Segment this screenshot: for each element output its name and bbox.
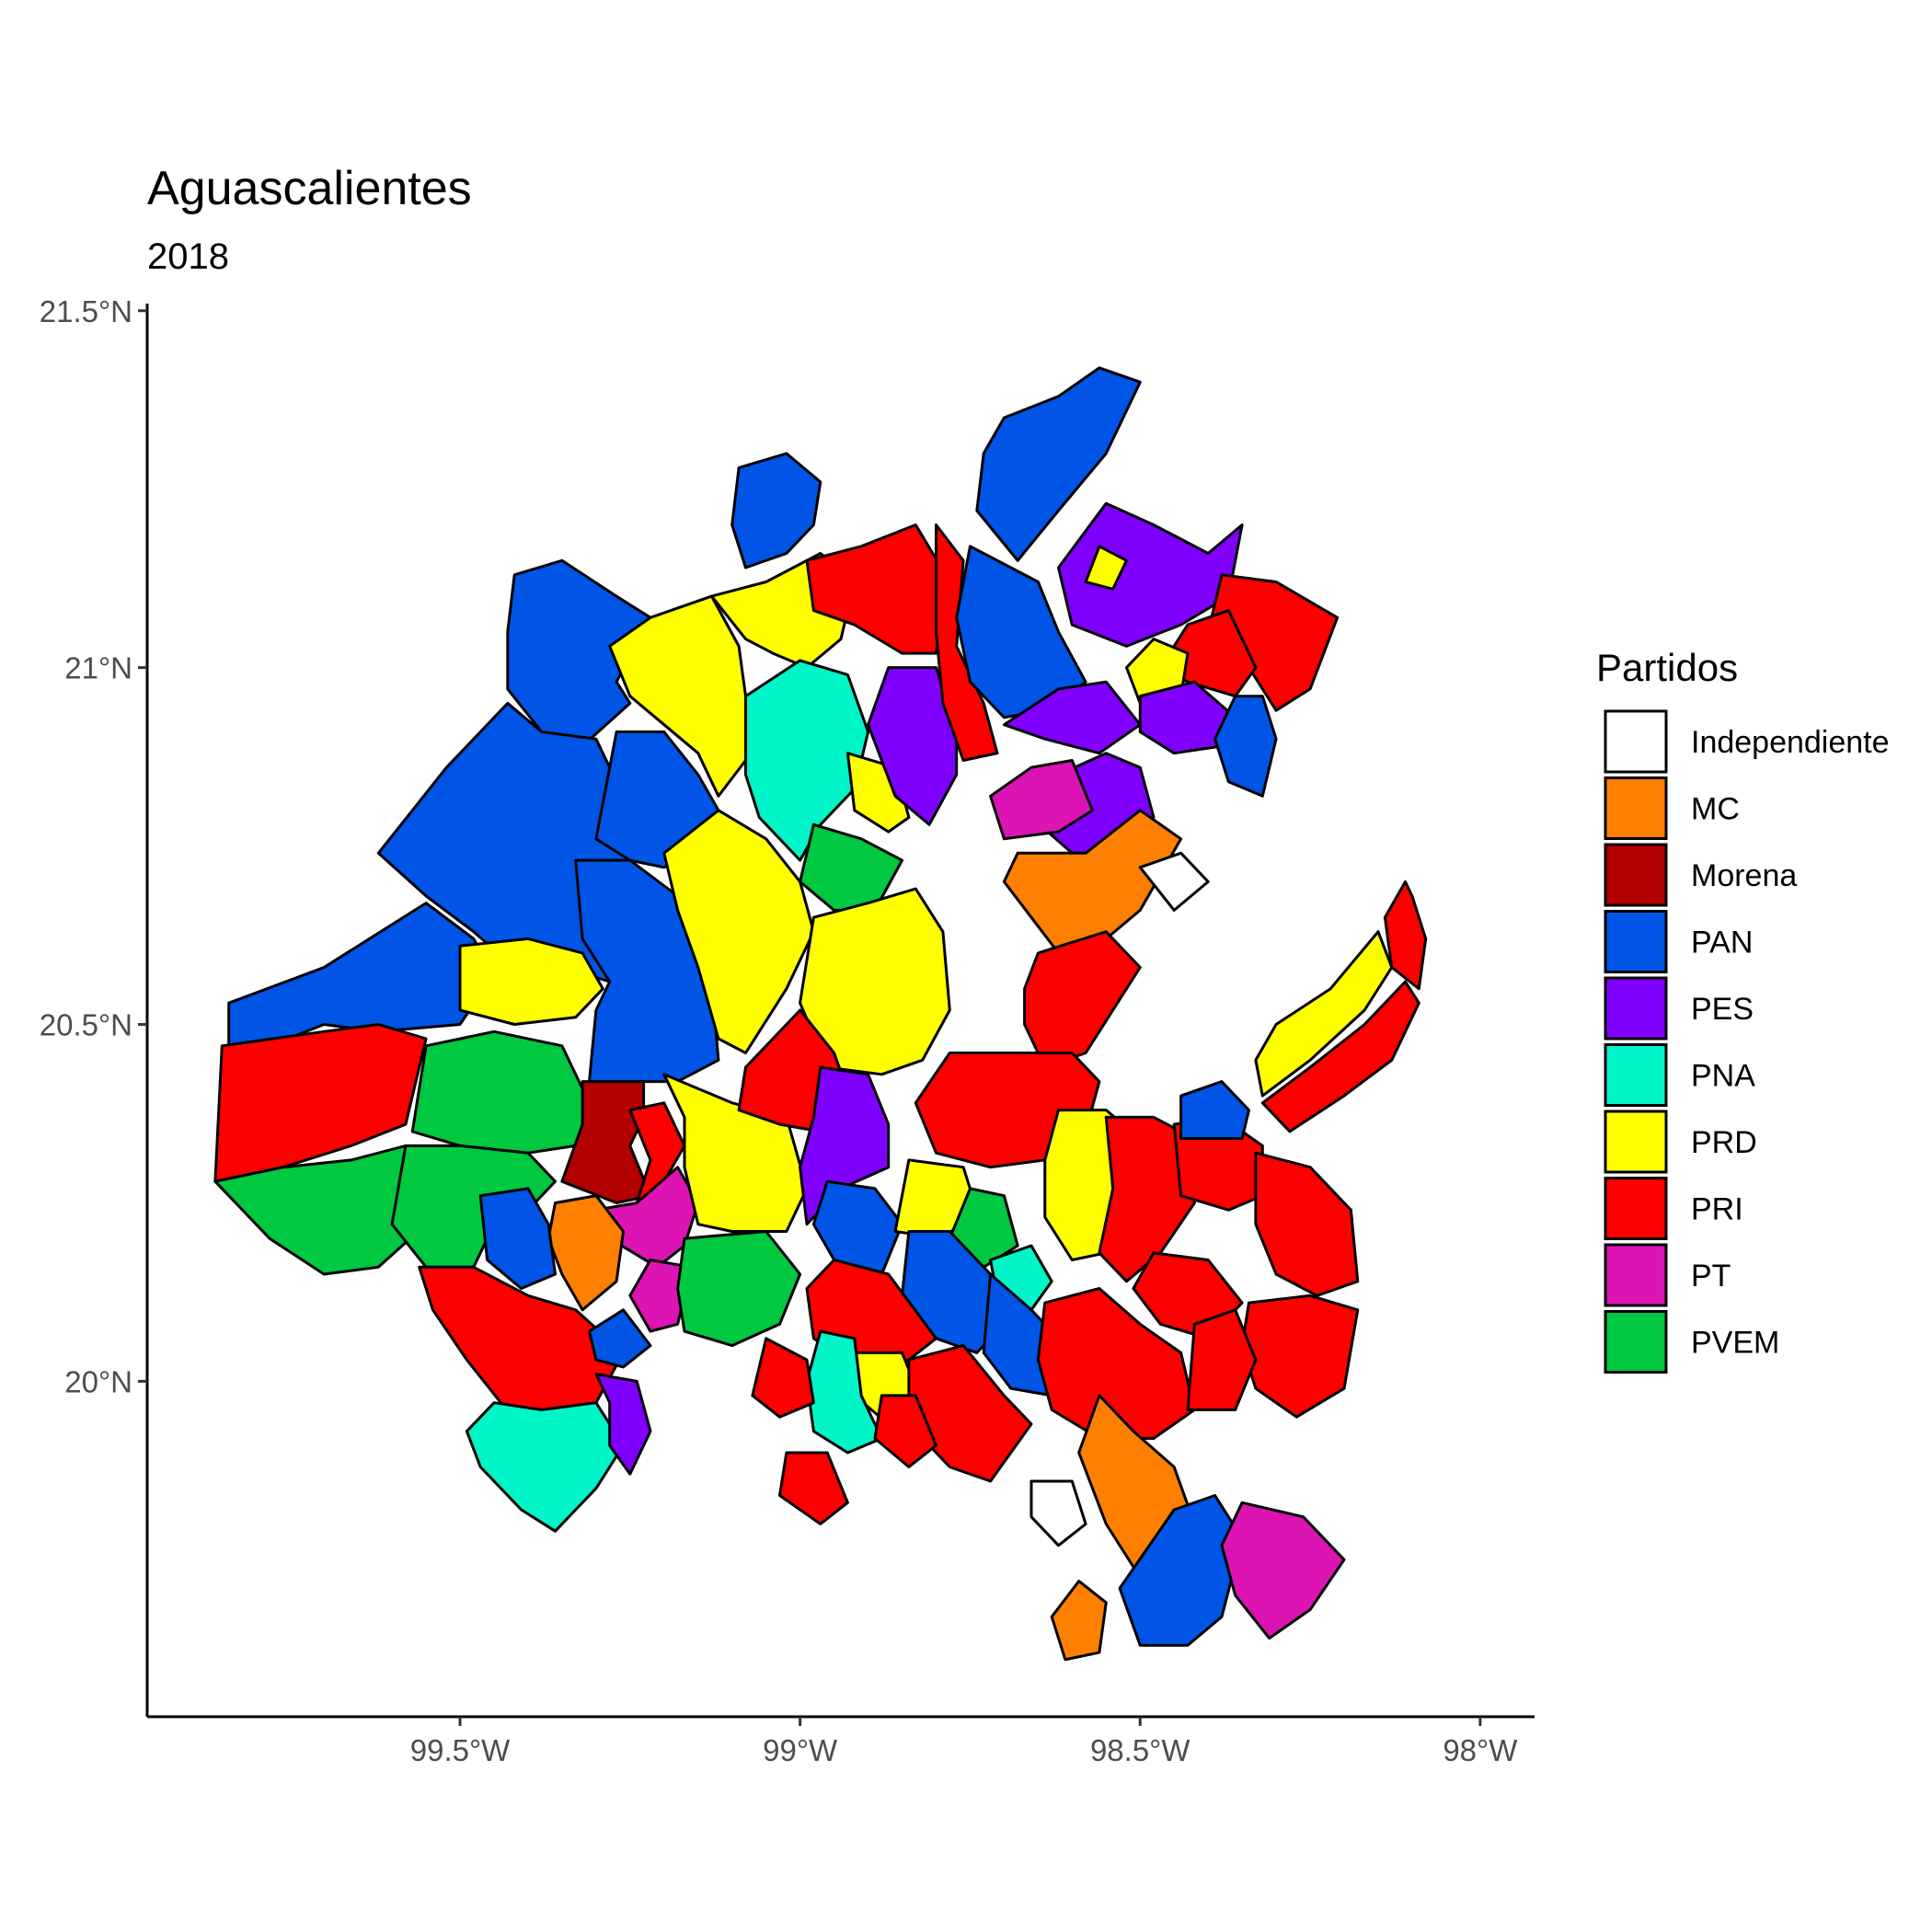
municipality-40-prd xyxy=(1084,545,1128,591)
municipality-21-pvem xyxy=(676,1230,802,1348)
municipality-65-pri xyxy=(1036,1287,1196,1440)
municipality-81-independiente xyxy=(1138,851,1210,912)
municipality-1-pan xyxy=(506,558,652,748)
municipality-77-mc xyxy=(1050,1580,1108,1662)
x-tick-label: 99°W xyxy=(763,1733,838,1767)
municipality-15-pan xyxy=(478,1187,557,1290)
municipality-39-pes xyxy=(1057,501,1244,648)
municipality-61-pri xyxy=(751,1337,815,1419)
legend-swatch-pna xyxy=(1604,1043,1668,1107)
municipality-64-pri xyxy=(873,1394,937,1468)
legend-swatch-pan xyxy=(1604,910,1668,973)
municipality-25-pan xyxy=(730,452,822,569)
municipality-17-pna xyxy=(465,1401,625,1533)
legend-label-pvem: PVEM xyxy=(1691,1326,1779,1361)
municipality-78-pan xyxy=(1118,1494,1244,1647)
municipality-6-pvem xyxy=(410,1029,591,1155)
municipality-69-pri xyxy=(1254,1151,1360,1297)
municipality-3-pan xyxy=(227,902,496,1048)
legend-items: Independiente MC Morena PAN PES PNA PRD PRI PT PV… xyxy=(1604,709,1890,1374)
municipality-80-independiente xyxy=(1029,1479,1087,1547)
legend-swatch-independiente xyxy=(1604,709,1668,774)
municipality-71-pri xyxy=(1186,1308,1258,1411)
legend-swatch-pri xyxy=(1604,1177,1668,1240)
legend-swatch-pt xyxy=(1604,1243,1668,1307)
legend-label-independiente: Independiente xyxy=(1691,725,1890,760)
municipality-70-pri xyxy=(1240,1294,1360,1419)
legend-label-morena: Morena xyxy=(1691,858,1797,893)
x-axis-ticks: 99.5°W 99°W 98.5°W 98°W xyxy=(410,1717,1518,1767)
municipality-38-pan xyxy=(975,366,1142,562)
y-tick-label: 21°N xyxy=(64,651,132,685)
municipality-48-pt xyxy=(989,759,1094,841)
municipality-45-pan xyxy=(1213,695,1278,798)
legend-swatch-pes xyxy=(1604,976,1668,1041)
axes: 99.5°W 99°W 98.5°W 98°W 21.5°N 21°N 20.5°N 20°… xyxy=(40,294,1535,1767)
y-tick-label: 20°N xyxy=(64,1364,132,1398)
legend-label-pna: PNA xyxy=(1691,1059,1755,1094)
municipality-46-pes xyxy=(1002,680,1142,755)
legend-label-prd: PRD xyxy=(1691,1125,1757,1160)
municipality-73-prd xyxy=(1254,930,1394,1098)
municipality-19-pan xyxy=(588,1308,652,1369)
legend-label-pes: PES xyxy=(1691,992,1754,1027)
legend-swatch-morena xyxy=(1604,843,1668,907)
municipality-79-pt xyxy=(1220,1501,1346,1640)
x-tick-label: 98°W xyxy=(1443,1733,1518,1767)
x-tick-label: 98.5°W xyxy=(1090,1733,1190,1767)
legend-label-pt: PT xyxy=(1691,1259,1731,1294)
municipality-34-pri xyxy=(805,523,951,655)
municipality-26-pna xyxy=(744,659,870,862)
map-regions xyxy=(213,366,1428,1662)
chart-title: Aguascalientes xyxy=(147,162,472,215)
legend-label-pri: PRI xyxy=(1691,1192,1743,1227)
y-tick-label: 21.5°N xyxy=(40,294,132,328)
municipality-33-pan xyxy=(811,1179,903,1276)
y-tick-label: 20.5°N xyxy=(40,1008,132,1042)
municipality-62-pri xyxy=(778,1451,849,1525)
y-axis-ticks: 21.5°N 21°N 20.5°N 20°N xyxy=(40,294,147,1398)
legend-swatch-mc xyxy=(1604,776,1668,840)
municipality-49-mc xyxy=(1002,809,1183,955)
legend-title: Partidos xyxy=(1596,646,1738,689)
legend-swatch-pvem xyxy=(1604,1310,1668,1374)
legend-swatch-prd xyxy=(1604,1110,1668,1174)
municipality-27-prd xyxy=(662,809,815,1054)
legend-label-mc: MC xyxy=(1691,792,1740,827)
chart-subtitle: 2018 xyxy=(147,236,229,277)
municipality-72-pan xyxy=(1179,1080,1250,1141)
municipality-74-pri xyxy=(1260,980,1420,1133)
legend: Partidos Independiente MC Morena PAN PES PNA P… xyxy=(1596,646,1890,1374)
municipality-75-pri xyxy=(1383,880,1428,991)
legend-label-pan: PAN xyxy=(1691,926,1753,960)
municipality-18-pes xyxy=(594,1373,652,1476)
x-tick-label: 99.5°W xyxy=(410,1733,511,1767)
municipality-50-pri xyxy=(1023,930,1142,1069)
municipality-8-prd xyxy=(458,937,604,1026)
